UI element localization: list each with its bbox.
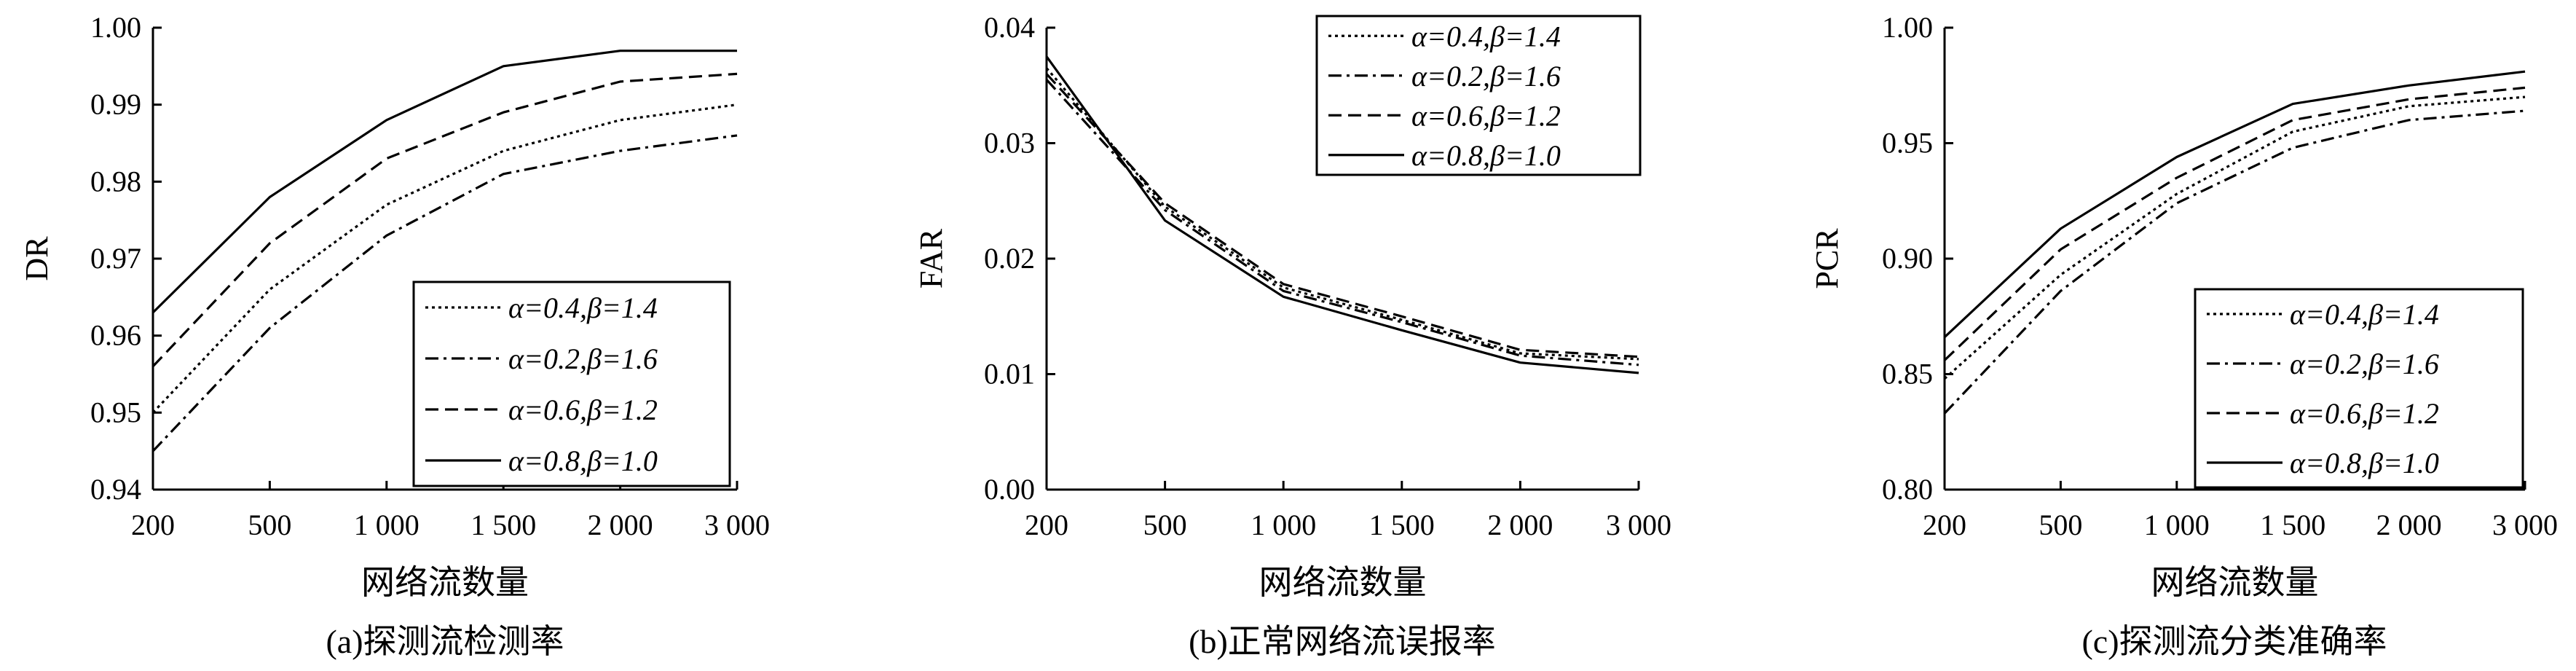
x-tick-label: 3 000 bbox=[704, 509, 770, 541]
x-axis-title: 网络流数量 bbox=[361, 564, 529, 601]
chart-panel-3: 0.80 0.85 0.90 0.95 1.00 200 500 1 000 1 500 2 00… bbox=[1809, 11, 2558, 660]
legend-label: α=0.6,β=1.2 bbox=[1411, 99, 1561, 132]
x-tick-label: 500 bbox=[2039, 509, 2082, 541]
y-tick-label: 0.98 bbox=[90, 165, 141, 197]
legend-label: α=0.4,β=1.4 bbox=[1411, 20, 1561, 52]
series-line-3 bbox=[1943, 86, 2526, 361]
y-axis-title: DR bbox=[19, 236, 55, 281]
x-axis-title: 网络流数量 bbox=[2151, 564, 2319, 601]
x-tick-label: 1 000 bbox=[354, 509, 420, 541]
x-tick-label: 1 000 bbox=[2144, 509, 2210, 541]
x-tick-label: 200 bbox=[131, 509, 175, 541]
y-tick-label: 0.96 bbox=[90, 319, 141, 352]
chart-caption: (a)探测流检测率 bbox=[326, 623, 564, 660]
legend: α=0.4,β=1.4 α=0.2,β=1.6 α=0.6,β=1.2 α=0.8,β… bbox=[1315, 15, 1642, 176]
x-tick-label: 1 500 bbox=[1369, 509, 1435, 541]
legend-label: α=0.2,β=1.6 bbox=[508, 342, 658, 375]
x-tick-label: 2 000 bbox=[1487, 509, 1553, 541]
legend-label: α=0.2,β=1.6 bbox=[2290, 348, 2439, 380]
series-line-2 bbox=[1045, 79, 1639, 366]
series-line-4 bbox=[1943, 70, 2526, 338]
series-line-2 bbox=[1943, 109, 2526, 415]
y-tick-label: 0.99 bbox=[90, 88, 141, 121]
y-tick-label: 0.95 bbox=[1882, 127, 1933, 160]
series-line-1 bbox=[1943, 95, 2526, 380]
x-tick-label: 500 bbox=[1143, 509, 1187, 541]
series-line-4 bbox=[1045, 55, 1639, 374]
y-tick-label: 0.03 bbox=[984, 127, 1035, 160]
chart-caption: (c)探测流分类准确率 bbox=[2081, 623, 2387, 660]
series-line-3 bbox=[1045, 73, 1639, 358]
x-tick-label: 500 bbox=[248, 509, 291, 541]
y-axis-title: PCR bbox=[1809, 228, 1845, 289]
x-tick-label: 200 bbox=[1923, 509, 1966, 541]
x-tick-label: 1 500 bbox=[2260, 509, 2325, 541]
legend: α=0.4,β=1.4 α=0.2,β=1.6 α=0.6,β=1.2 α=0.8,β… bbox=[2194, 288, 2524, 489]
legend-label: α=0.4,β=1.4 bbox=[2290, 298, 2439, 331]
y-tick-label: 0.02 bbox=[984, 242, 1035, 275]
y-tick-label: 0.95 bbox=[90, 396, 141, 428]
series-line-1 bbox=[1045, 67, 1639, 361]
chart-panel-2: 0.00 0.01 0.02 0.03 0.04 200 500 1 000 1 500 2 00… bbox=[913, 11, 1671, 660]
y-tick-label: 1.00 bbox=[1882, 11, 1933, 44]
y-tick-label: 0.04 bbox=[984, 11, 1035, 44]
x-tick-label: 1 000 bbox=[1250, 509, 1316, 541]
x-tick-label: 3 000 bbox=[2492, 509, 2558, 541]
y-axis-title: FAR bbox=[913, 228, 949, 289]
x-tick-label: 2 000 bbox=[588, 509, 653, 541]
x-axis-title: 网络流数量 bbox=[1259, 564, 1427, 601]
chart-panel-1: 0.94 0.95 0.96 0.97 0.98 0.99 1.00 200 500 1 000 1… bbox=[19, 11, 770, 660]
y-tick-label: 0.80 bbox=[1882, 473, 1933, 506]
series-line-4 bbox=[151, 50, 737, 314]
x-tick-label: 1 500 bbox=[470, 509, 536, 541]
y-tick-label: 0.01 bbox=[984, 358, 1035, 391]
legend-label: α=0.6,β=1.2 bbox=[2290, 397, 2439, 430]
legend-label: α=0.4,β=1.4 bbox=[508, 291, 658, 324]
y-tick-label: 0.85 bbox=[1882, 358, 1933, 391]
y-tick-label: 0.94 bbox=[90, 473, 141, 506]
y-tick-label: 0.00 bbox=[984, 473, 1035, 506]
x-tick-label: 200 bbox=[1025, 509, 1068, 541]
legend-label: α=0.6,β=1.2 bbox=[508, 393, 658, 426]
series-line-3 bbox=[151, 72, 738, 368]
y-tick-label: 1.00 bbox=[90, 11, 141, 44]
legend-label: α=0.8,β=1.0 bbox=[2290, 447, 2439, 479]
y-tick-label: 0.97 bbox=[90, 242, 141, 275]
legend-box bbox=[2194, 288, 2524, 489]
legend-label: α=0.8,β=1.0 bbox=[508, 444, 658, 477]
chart-caption: (b)正常网络流误报率 bbox=[1189, 623, 1496, 660]
legend-label: α=0.8,β=1.0 bbox=[1411, 139, 1561, 172]
series-line-2 bbox=[151, 134, 738, 452]
legend: α=0.4,β=1.4 α=0.2,β=1.6 α=0.6,β=1.2 α=0.8,β… bbox=[412, 280, 731, 487]
legend-label: α=0.2,β=1.6 bbox=[1411, 60, 1561, 93]
y-tick-label: 0.90 bbox=[1882, 242, 1933, 275]
x-tick-label: 2 000 bbox=[2376, 509, 2442, 541]
legend-box bbox=[1315, 15, 1642, 176]
legend-box bbox=[412, 280, 731, 487]
x-tick-label: 3 000 bbox=[1606, 509, 1671, 541]
